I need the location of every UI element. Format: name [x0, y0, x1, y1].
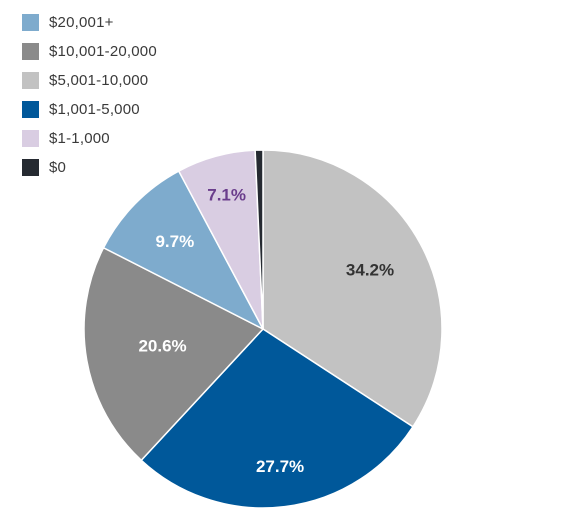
slice-label: 7.1%: [207, 186, 246, 205]
pie-slice: [102, 170, 264, 330]
slice-label: 34.2%: [346, 261, 394, 280]
legend-label: $10,001-20,000: [49, 43, 157, 60]
legend-item: $5,001-10,000: [22, 66, 157, 95]
legend-item: $0: [22, 153, 157, 182]
slice-label: 20.6%: [138, 336, 186, 355]
pie-slice: [83, 246, 264, 462]
legend-swatch: [22, 159, 39, 176]
slice-label: 27.7%: [256, 457, 304, 476]
legend-swatch: [22, 14, 39, 31]
legend-item: $10,001-20,000: [22, 37, 157, 66]
legend-swatch: [22, 101, 39, 118]
pie-labels: 34.2% 27.7% 20.6% 9.7% 7.1%: [138, 186, 394, 477]
legend-swatch: [22, 72, 39, 89]
legend-label: $0: [49, 159, 67, 176]
pie-slice: [254, 149, 264, 330]
legend-item: $20,001+: [22, 8, 157, 37]
slice-label: 9.7%: [155, 232, 194, 251]
legend-swatch: [22, 43, 39, 60]
legend-label: $20,001+: [49, 14, 114, 31]
pie-slice: [140, 328, 414, 509]
legend-item: $1,001-5,000: [22, 95, 157, 124]
legend-label: $5,001-10,000: [49, 72, 149, 89]
pie-slices: [83, 149, 443, 509]
legend-label: $1,001-5,000: [49, 101, 140, 118]
legend-label: $1-1,000: [49, 130, 110, 147]
legend-swatch: [22, 130, 39, 147]
legend: $20,001+ $10,001-20,000 $5,001-10,000 $1,00…: [22, 8, 157, 182]
legend-item: $1-1,000: [22, 124, 157, 153]
